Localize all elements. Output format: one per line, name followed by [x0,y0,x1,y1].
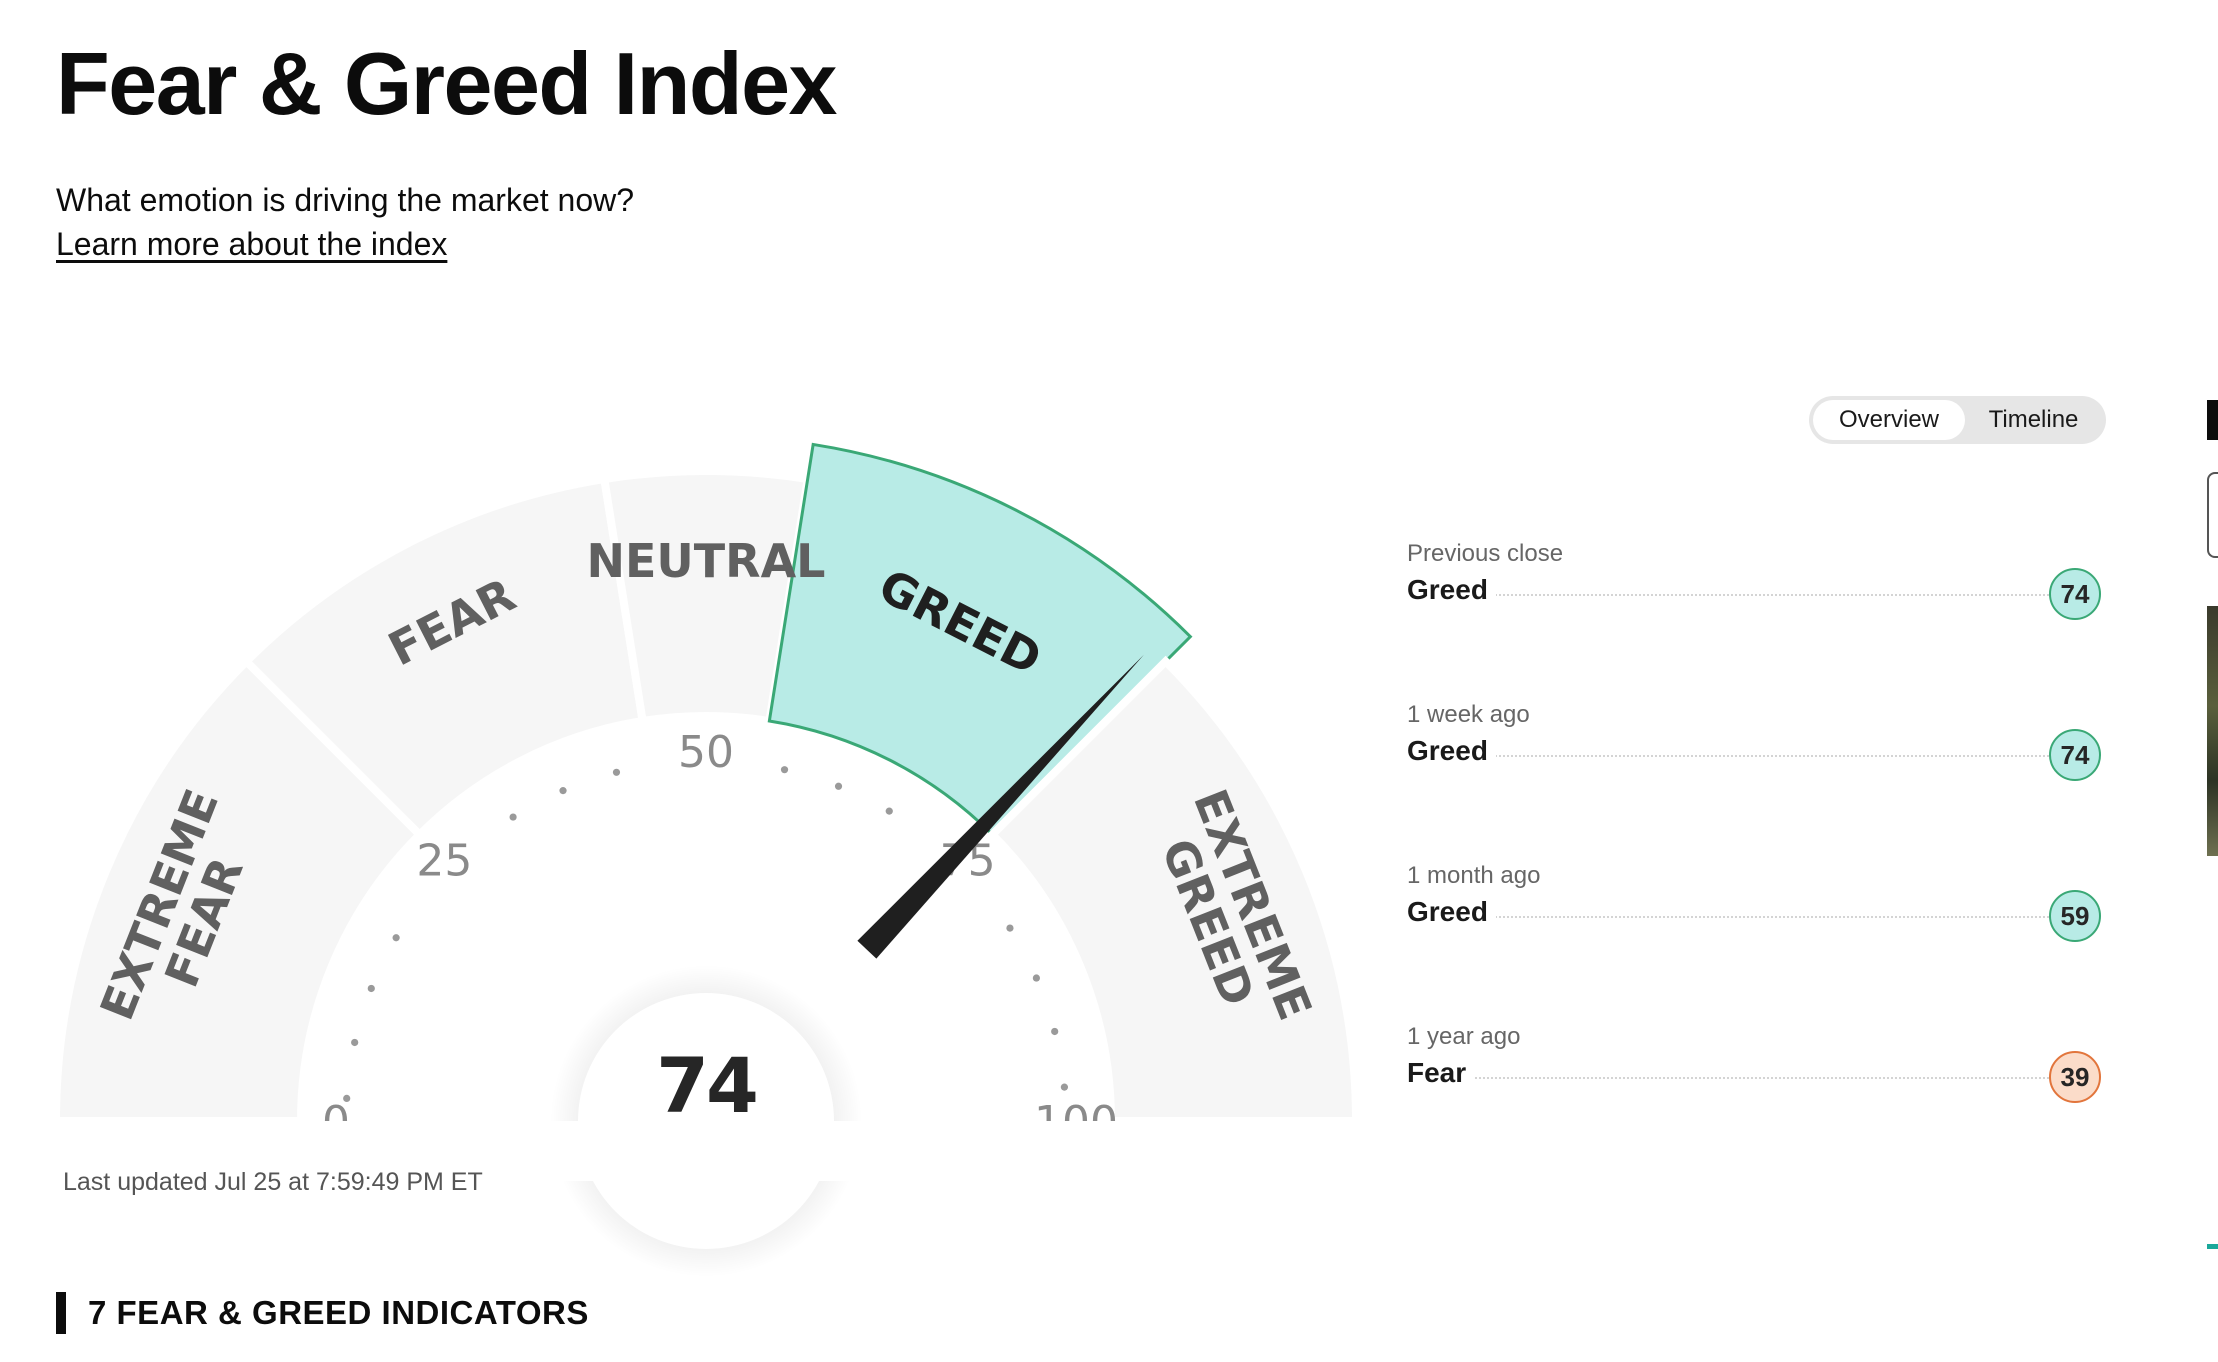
history-item-previous-close: Previous close Greed 74 [1407,540,2101,620]
gauge-zone-extreme-fear [51,655,426,1125]
last-updated: Last updated Jul 25 at 7:59:49 PM ET [63,1168,483,1196]
history-period: 1 month ago [1407,862,1541,889]
tab-overview[interactable]: Overview [1813,400,1965,440]
history-score-badge: 74 [2049,568,2101,620]
scale-dot [351,1038,359,1047]
view-toggle: Overview Timeline [1809,396,2106,444]
history-score-badge: 39 [2049,1051,2101,1103]
scale-dot [780,766,789,774]
history-dotted-line [1407,594,2053,596]
sidebar-tab-underline [2207,1244,2218,1249]
scale-dot [559,787,567,795]
scale-dot [1060,1083,1069,1091]
page-subtitle: What emotion is driving the market now? [56,182,635,218]
tab-timeline[interactable]: Timeline [1988,406,2079,433]
scale-label-50: 50 [678,727,734,778]
history-score-badge: 59 [2049,890,2101,942]
gauge-zones [51,442,1361,1125]
gauge-scale-dots [343,766,1069,1102]
gauge-zone-label-neutral: NEUTRAL [587,534,826,588]
scale-dot [1006,924,1014,932]
gauge-value: 74 [656,1041,756,1130]
history-period: 1 year ago [1407,1023,1521,1050]
gauge-needle [857,654,1145,959]
history-item-1-year-ago: 1 year ago Fear 39 [1407,1023,2101,1103]
scale-dot [509,813,517,821]
history-dotted-line [1407,1077,2053,1079]
page-title: Fear & Greed Index [56,34,837,133]
history-rating: Greed [1407,574,1496,606]
sidebar-heading-marker [2207,400,2218,440]
history-period: Previous close [1407,540,1564,567]
history-rating: Greed [1407,735,1496,767]
scale-dot [834,782,843,790]
scale-dot [1051,1027,1059,1036]
history-period: 1 week ago [1407,701,1530,728]
scale-label-25: 25 [416,835,472,886]
scale-dot [367,984,375,993]
scale-dot [612,768,621,776]
history-dotted-line [1407,916,2053,918]
history-score-badge: 74 [2049,729,2101,781]
history-item-1-month-ago: 1 month ago Greed 59 [1407,862,2101,942]
scale-dot [392,934,400,942]
history-dotted-line [1407,755,2053,757]
history-item-1-week-ago: 1 week ago Greed 74 [1407,701,2101,781]
history-rating: Fear [1407,1057,1475,1089]
indicators-heading: 7 FEAR & GREED INDICATORS [56,1292,589,1334]
sidebar-thumbnail-edge[interactable] [2207,606,2218,856]
scale-dot [885,807,893,815]
gauge-zone-extreme-greed [986,655,1361,1125]
scale-dot [1032,974,1040,982]
sidebar-input-edge[interactable] [2207,472,2218,558]
learn-more-link[interactable]: Learn more about the index [56,226,448,262]
scale-dot [343,1094,351,1102]
gauge-baseline-mask [0,1121,1380,1181]
history-rating: Greed [1407,896,1496,928]
